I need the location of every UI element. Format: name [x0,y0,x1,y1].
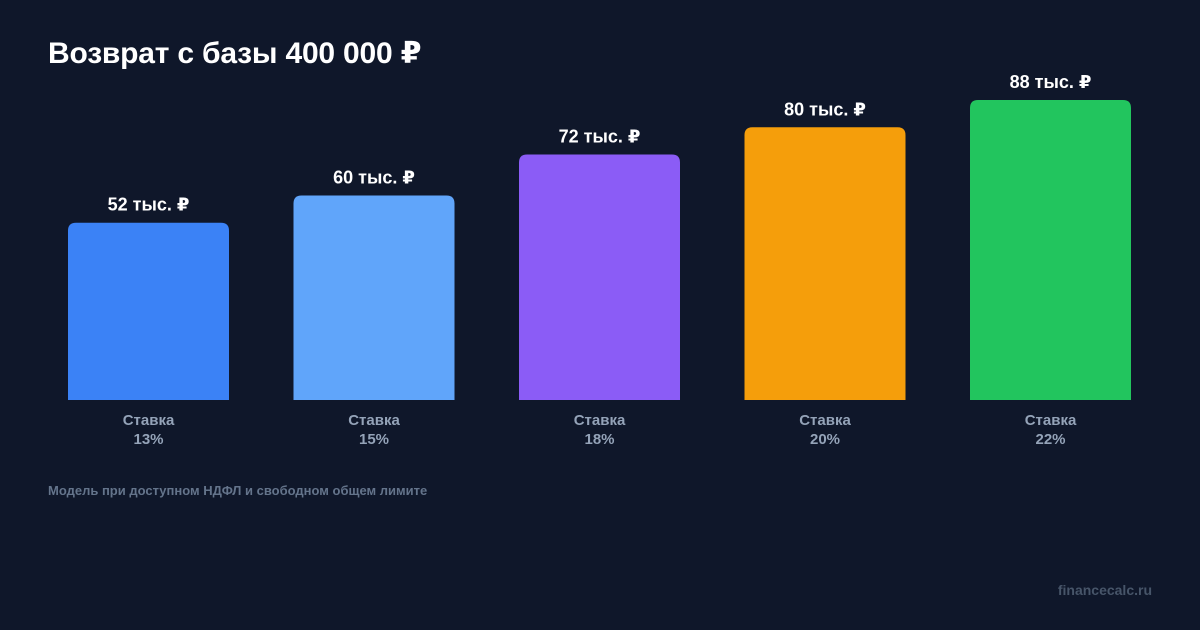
bar-1 [68,222,229,400]
category-label-2-line2: 15% [359,431,389,448]
category-label-3-line1: Ставка [574,412,626,429]
value-label-3: 72 тыс. ₽ [559,127,641,147]
bar-4 [744,127,906,400]
category-label-2-line1: Ставка [348,412,400,429]
value-label-5: 88 тыс. ₽ [1010,72,1092,92]
category-label-5-line2: 22% [1035,431,1065,448]
bar-3 [519,154,680,400]
value-label-1: 52 тыс. ₽ [108,195,190,215]
bar-2 [293,195,455,400]
category-label-5-line1: Ставка [1025,412,1077,429]
category-label-1-line2: 13% [133,431,163,448]
footnote: Модель при доступном НДФЛ и свободном об… [48,483,428,498]
category-label-3-line2: 18% [584,431,614,448]
site-watermark: financecalc.ru [1057,582,1152,598]
chart-title: Возврат с базы 400 000 ₽ [48,37,422,70]
category-label-4-line2: 20% [810,431,840,448]
value-label-4: 80 тыс. ₽ [784,99,866,119]
bar-chart: 52 тыс. ₽ Ставка 13% 60 тыс. ₽ Ставка 15% 72 т… [68,72,1131,448]
bar-5 [970,100,1131,400]
value-label-2: 60 тыс. ₽ [333,167,415,187]
category-label-4-line1: Ставка [799,412,851,429]
category-label-1-line1: Ставка [123,412,175,429]
